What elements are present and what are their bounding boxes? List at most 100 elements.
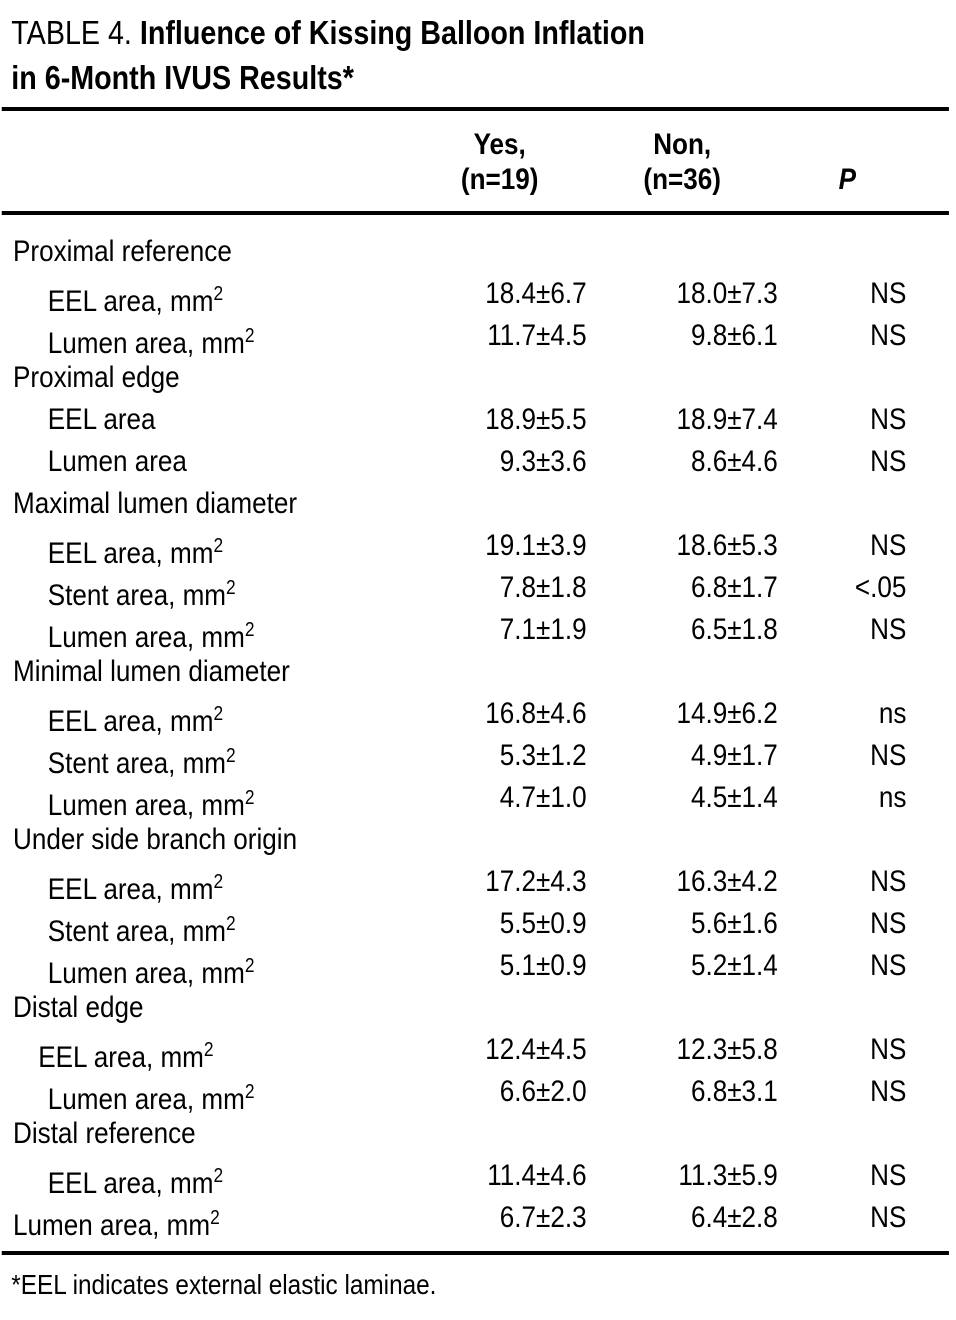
- row-label-superscript: 2: [213, 703, 224, 725]
- value-cell-p: [778, 357, 917, 399]
- table-data-row: Lumen area 9.3±3.6 8.6±4.6 NS: [13, 441, 956, 483]
- value-cell-p: [778, 1113, 917, 1155]
- value-cell-p: NS: [870, 277, 907, 310]
- row-label-superscript: 2: [213, 535, 224, 557]
- row-label-text: EEL area, mm: [47, 537, 214, 570]
- value-cell-non: [587, 819, 778, 861]
- value-cell-p: [778, 651, 917, 693]
- row-label-text: EEL area, mm: [47, 873, 214, 906]
- header-non-column: Non, (n=36): [587, 127, 778, 197]
- value-cell-non: 18.6±5.3: [676, 529, 778, 562]
- value-cell-p: [778, 819, 917, 861]
- table-body: Proximal reference EEL area, mm2 18.4±6.7 1…: [0, 215, 956, 1251]
- row-label: EEL area: [13, 399, 413, 441]
- table-data-row: Stent area, mm2 5.3±1.2 4.9±1.7 NS: [13, 735, 956, 780]
- table-data-row: EEL area, mm2 11.4±4.6 11.3±5.9 NS: [13, 1155, 956, 1200]
- value-cell-yes: [413, 819, 587, 861]
- row-label-text: Lumen area, mm: [47, 327, 245, 360]
- row-label: Stent area, mm2: [13, 903, 413, 953]
- table-data-row: Lumen area, mm2 6.7±2.3 6.4±2.8 NS: [13, 1197, 956, 1242]
- value-cell-yes: 19.1±3.9: [485, 529, 587, 562]
- row-label: Lumen area, mm2: [13, 777, 413, 827]
- value-cell-yes: 17.2±4.3: [485, 865, 587, 898]
- group-label: Proximal edge: [13, 357, 413, 399]
- value-cell-yes: 4.7±1.0: [499, 781, 587, 814]
- value-cell-yes: [413, 987, 587, 1029]
- row-label-text: Lumen area, mm: [13, 1209, 211, 1242]
- value-cell-p: [778, 483, 917, 525]
- table-footnote: *EEL indicates external elastic laminae.: [11, 1269, 437, 1300]
- value-cell-p: NS: [870, 949, 907, 982]
- row-label: EEL area, mm2: [13, 693, 413, 743]
- value-cell-p: NS: [870, 445, 907, 478]
- row-label-superscript: 2: [244, 955, 255, 977]
- table-data-row: EEL area, mm2 18.4±6.7 18.0±7.3 NS: [13, 273, 956, 318]
- value-cell-yes: 7.8±1.8: [499, 571, 587, 604]
- row-label-superscript: 2: [226, 913, 236, 935]
- row-label-text: Minimal lumen diameter: [13, 655, 290, 688]
- value-cell-non: 8.6±4.6: [690, 445, 778, 478]
- table-data-row: Stent area, mm2 7.8±1.8 6.8±1.7 <.05: [13, 567, 956, 612]
- group-label: Under side branch origin: [13, 819, 413, 861]
- value-cell-yes: 5.3±1.2: [499, 739, 587, 772]
- row-label-superscript: 2: [244, 787, 255, 809]
- row-label: EEL area, mm2: [13, 1155, 413, 1205]
- row-label-text: Under side branch origin: [13, 823, 298, 856]
- row-label: Lumen area, mm2: [13, 315, 413, 365]
- group-label: Proximal reference: [13, 231, 413, 273]
- table-data-row: EEL area, mm2 16.8±4.6 14.9±6.2 ns: [13, 693, 956, 738]
- table-data-row: Lumen area, mm2 5.1±0.9 5.2±1.4 NS: [13, 945, 956, 990]
- value-cell-yes: 5.1±0.9: [499, 949, 587, 982]
- table-group-row: Distal reference: [13, 1113, 956, 1155]
- value-cell-p: NS: [870, 529, 907, 562]
- row-label-text: Proximal reference: [13, 235, 232, 268]
- row-label-text: Lumen area, mm: [47, 957, 245, 990]
- value-cell-yes: 7.1±1.9: [499, 613, 587, 646]
- row-label-text: Lumen area: [47, 445, 187, 478]
- header-yes-line1: Yes,: [473, 128, 526, 161]
- value-cell-p: NS: [870, 403, 907, 436]
- table-group-row: Distal edge: [13, 987, 956, 1029]
- table-data-row: EEL area, mm2 17.2±4.3 16.3±4.2 NS: [13, 861, 956, 906]
- value-cell-p: NS: [870, 907, 907, 940]
- row-label-text: Lumen area, mm: [47, 1083, 245, 1116]
- value-cell-non: 4.5±1.4: [690, 781, 778, 814]
- value-cell-non: 16.3±4.2: [676, 865, 778, 898]
- row-label-text: EEL area, mm: [47, 1167, 214, 1200]
- value-cell-non: 6.8±1.7: [690, 571, 778, 604]
- value-cell-p: ns: [878, 697, 907, 730]
- group-label: Maximal lumen diameter: [13, 483, 413, 525]
- table-data-row: Stent area, mm2 5.5±0.9 5.6±1.6 NS: [13, 903, 956, 948]
- row-label: Lumen area, mm2: [13, 609, 413, 659]
- value-cell-non: [587, 483, 778, 525]
- value-cell-non: [587, 651, 778, 693]
- header-yes-column: Yes, (n=19): [413, 127, 587, 197]
- header-label-spacer: [13, 127, 413, 197]
- value-cell-yes: 9.3±3.6: [499, 445, 587, 478]
- value-cell-non: 6.5±1.8: [690, 613, 778, 646]
- row-label-text: Proximal edge: [13, 361, 180, 394]
- value-cell-yes: [413, 483, 587, 525]
- value-cell-non: 12.3±5.8: [676, 1033, 778, 1066]
- row-label-text: Distal edge: [13, 991, 144, 1024]
- table-group-row: Proximal edge: [13, 357, 956, 399]
- table-data-row: EEL area 18.9±5.5 18.9±7.4 NS: [13, 399, 956, 441]
- value-cell-p: NS: [870, 865, 907, 898]
- table-number: TABLE 4.: [11, 14, 140, 51]
- value-cell-yes: 11.4±4.6: [487, 1159, 587, 1192]
- value-cell-yes: [413, 231, 587, 273]
- row-label-superscript: 2: [213, 1165, 224, 1187]
- row-label: Stent area, mm2: [13, 735, 413, 785]
- value-cell-yes: [413, 651, 587, 693]
- row-label-text: Stent area, mm: [47, 579, 227, 612]
- table-group-row: Under side branch origin: [13, 819, 956, 861]
- row-label-superscript: 2: [244, 325, 255, 347]
- row-label-text: EEL area, mm: [38, 1041, 204, 1074]
- value-cell-yes: [413, 357, 587, 399]
- table-data-row: EEL area, mm2 19.1±3.9 18.6±5.3 NS: [13, 525, 956, 570]
- value-cell-p: <.05: [854, 571, 907, 604]
- row-label-superscript: 2: [213, 871, 224, 893]
- bottom-rule: [1, 1251, 949, 1255]
- value-cell-yes: 11.7±4.5: [487, 319, 587, 352]
